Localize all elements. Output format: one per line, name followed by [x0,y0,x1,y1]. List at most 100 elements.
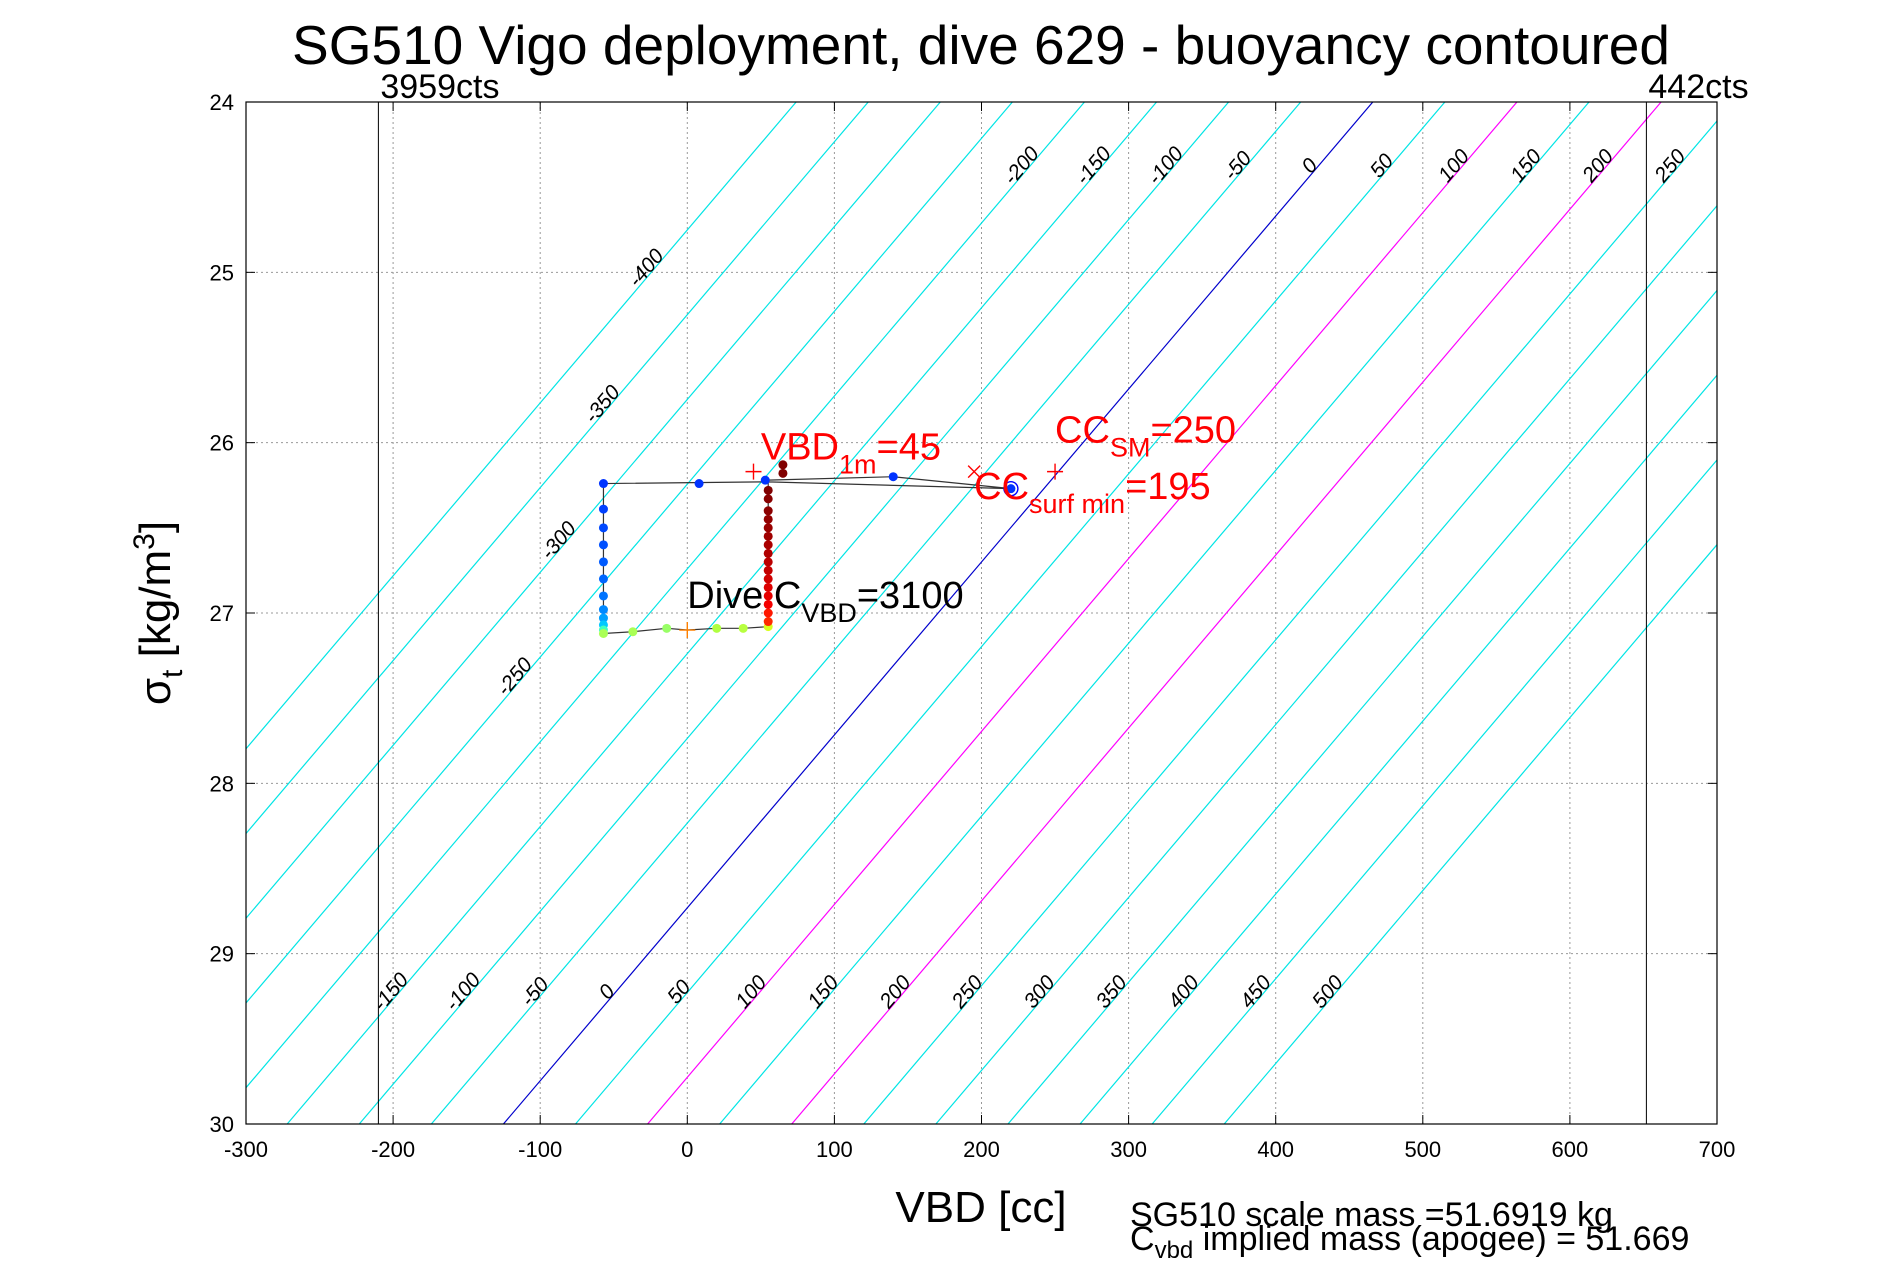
dive_cvbd-main: Dive C [687,575,801,617]
contour-line [1223,544,1718,1125]
descent-point [628,627,638,637]
surface-point [760,475,770,485]
y-axis-label: σt [kg/m3] [128,521,189,705]
contour-line [575,101,1446,1125]
surface-point [888,472,898,482]
descent-point [598,540,608,550]
x-tick-label: 400 [1257,1137,1294,1162]
contour-line [863,120,1718,1125]
vbd1m-annotation: VBD1m=45 [761,427,941,480]
markers [679,463,1064,639]
ascent-point [763,591,773,601]
cc_sm-tail: =250 [1150,410,1236,452]
cc_surf_min-sub: surf min [1029,489,1125,519]
y-axis-label-close: ] [131,521,180,533]
contour-line [719,101,1590,1125]
descent-point [598,591,608,601]
y-axis-label-sup: 3 [128,533,161,550]
vbd-limits: 3959cts 442cts [377,68,1749,1124]
descent-point [598,613,608,623]
axis-ticks: -300 -200 -100 0 100 200 300 400 500 600 700 24 25 26… [210,90,1736,1162]
contour-line [245,101,1013,1004]
implied-mass-rest: implied mass (apogee) = 51.669 [1193,1220,1690,1258]
x-tick-label: -300 [224,1137,268,1162]
y-tick-label: 26 [210,431,234,456]
y-tick-label: 27 [210,601,234,626]
plus-marker [1047,463,1064,480]
ascent-point [763,565,773,575]
ascent-point [763,514,773,524]
contour-line [1151,459,1718,1125]
x-tick-label: 100 [816,1137,853,1162]
x-tick-label: 600 [1552,1137,1589,1162]
descent-point [738,623,748,633]
y-axis-label-unit: [kg/m [131,550,180,670]
cc_surf_min-main: CC [974,466,1029,508]
dive_cvbd-sub: VBD [801,598,857,628]
dive_cvbd-tail: =3100 [857,575,964,617]
ascent-point [763,617,773,627]
ascent-point [763,531,773,541]
dive_cvbd-annotation: Dive CVBD=3100 [687,575,963,628]
x-tick-label: -100 [518,1137,562,1162]
x-tick-label: 700 [1699,1137,1736,1162]
vbd-limit-label: 442cts [1648,68,1748,106]
contour-line [286,101,1158,1125]
ascent-point [763,485,773,495]
y-axis-label-sub: t [156,669,189,678]
contour-line [791,101,1662,1125]
ascent-point [763,608,773,618]
x-tick-label: 0 [681,1137,693,1162]
ascent-point [763,523,773,533]
contour-line [245,101,1085,1089]
ascent-point [763,506,773,516]
cc_sm-main: CC [1055,410,1110,452]
contour-line [935,205,1718,1125]
contour-line [502,101,1374,1125]
chart-title: SG510 Vigo deployment, dive 629 - buoyan… [292,14,1670,76]
descent-point [598,479,608,489]
y-tick-label: 30 [210,1112,234,1137]
x-tick-label: 200 [963,1137,1000,1162]
dive-trace [598,460,1016,638]
vbd-limit-label: 3959cts [380,68,499,106]
cc_surf_min-tail: =195 [1125,466,1211,508]
descent-point [598,628,608,638]
y-tick-label: 25 [210,260,234,285]
y-tick-label: 28 [210,771,234,796]
ascent-point [778,468,788,478]
contour-line [245,101,797,750]
surface-point [1006,484,1016,494]
implied-mass-sub: vbd [1154,1236,1194,1264]
contour-line [245,101,869,834]
cc_surf_min-annotation: CCsurf min=195 [974,466,1211,519]
contour-line [1079,374,1718,1125]
contour-line [1007,290,1718,1125]
descent-point [598,605,608,615]
ascent-point [763,540,773,550]
cc_sm-sub: SM [1110,433,1151,463]
ascent-point [763,574,773,584]
vbd1m-tail: =45 [877,427,941,469]
x-tick-label: -200 [371,1137,415,1162]
ascent-point [763,582,773,592]
y-tick-label: 24 [210,90,234,115]
descent-point [598,557,608,567]
cc_sm-annotation: CCSM=250 [1055,410,1236,463]
plus-marker [679,622,696,639]
x-tick-label: 300 [1110,1137,1147,1162]
descent-point [598,523,608,533]
ascent-point [763,557,773,567]
x-tick-label: 500 [1404,1137,1441,1162]
ascent-point [763,548,773,558]
ascent-point [763,494,773,504]
y-axis-label-symbol: σ [131,678,180,705]
circle-marker [1003,480,1019,497]
surface-point [694,479,704,489]
contour-line [647,101,1518,1125]
x-axis-label: VBD [cc] [895,1183,1066,1232]
contour-line [430,101,1302,1125]
ascent-point [763,599,773,609]
contour-line [358,101,1230,1125]
